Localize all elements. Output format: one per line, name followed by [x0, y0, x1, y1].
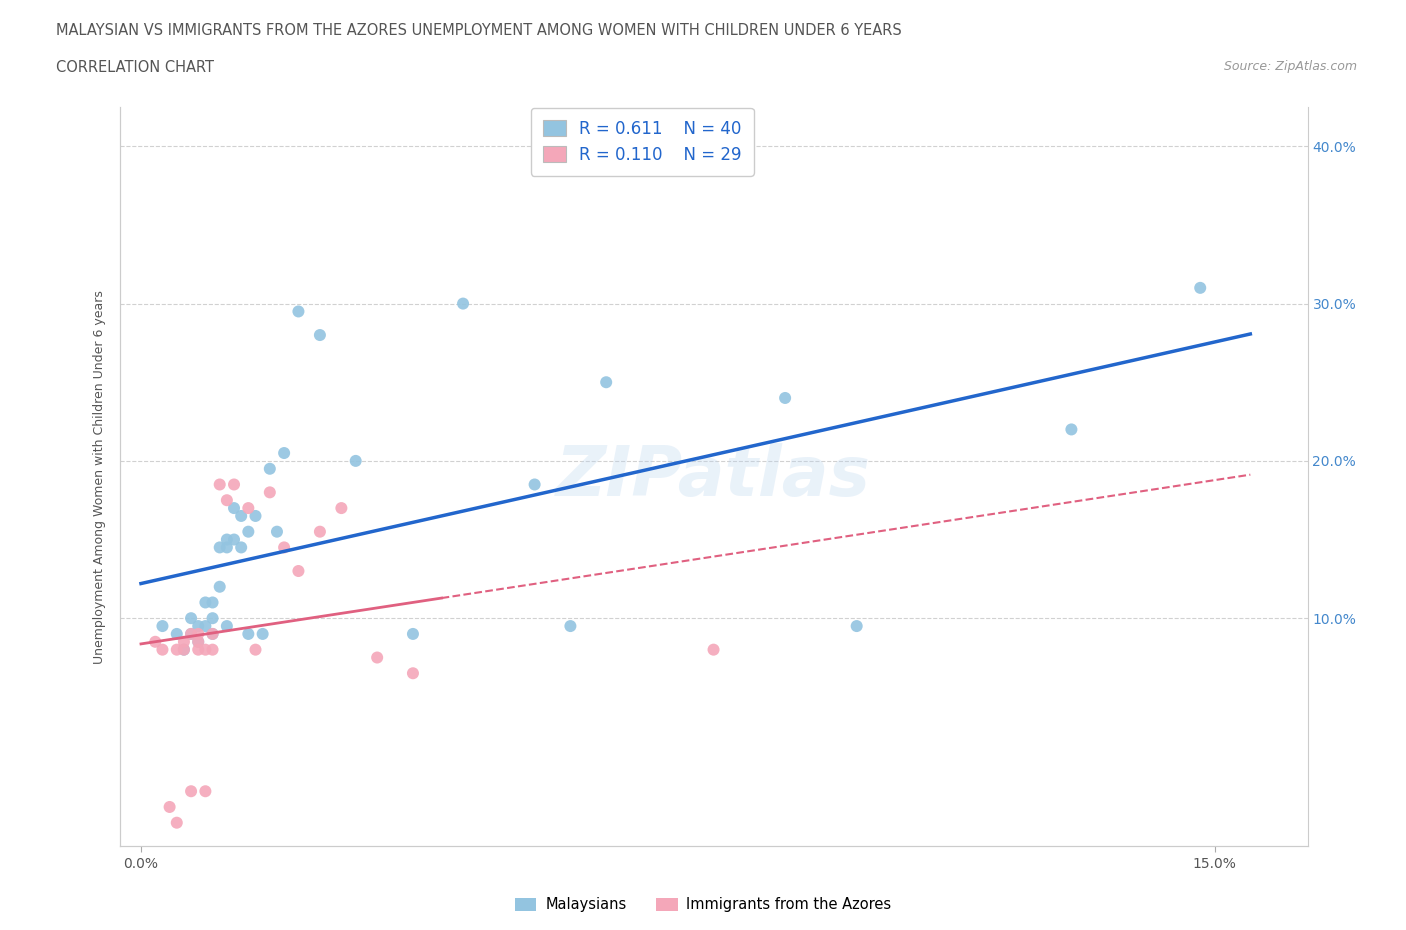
- Point: [173, 643, 195, 658]
- Point: [180, 784, 202, 799]
- Point: [366, 650, 388, 665]
- Text: MALAYSIAN VS IMMIGRANTS FROM THE AZORES UNEMPLOYMENT AMONG WOMEN WITH CHILDREN U: MALAYSIAN VS IMMIGRANTS FROM THE AZORES …: [56, 23, 903, 38]
- Point: [402, 627, 425, 642]
- Point: [187, 618, 209, 633]
- Point: [231, 540, 253, 555]
- Point: [180, 611, 202, 626]
- Point: [180, 627, 202, 642]
- Point: [344, 454, 367, 469]
- Point: [194, 618, 217, 633]
- Point: [187, 627, 209, 642]
- Point: [222, 500, 245, 515]
- Point: [194, 595, 217, 610]
- Point: [259, 461, 281, 476]
- Point: [309, 327, 332, 342]
- Point: [208, 477, 231, 492]
- Point: [166, 643, 188, 658]
- Point: [215, 618, 238, 633]
- Point: [451, 296, 474, 311]
- Point: [143, 634, 166, 649]
- Point: [259, 485, 281, 499]
- Point: [287, 564, 309, 578]
- Point: [194, 784, 217, 799]
- Point: [215, 540, 238, 555]
- Point: [173, 643, 195, 658]
- Point: [201, 611, 224, 626]
- Point: [238, 500, 260, 515]
- Point: [215, 532, 238, 547]
- Point: [194, 643, 217, 658]
- Point: [1060, 422, 1083, 437]
- Point: [702, 643, 725, 658]
- Point: [238, 627, 260, 642]
- Point: [330, 500, 353, 515]
- Point: [231, 509, 253, 524]
- Point: [201, 643, 224, 658]
- Point: [187, 634, 209, 649]
- Point: [201, 595, 224, 610]
- Point: [287, 304, 309, 319]
- Point: [208, 540, 231, 555]
- Point: [252, 627, 274, 642]
- Point: [152, 643, 174, 658]
- Point: [208, 579, 231, 594]
- Point: [402, 666, 425, 681]
- Text: CORRELATION CHART: CORRELATION CHART: [56, 60, 214, 75]
- Point: [222, 477, 245, 492]
- Point: [845, 618, 868, 633]
- Point: [595, 375, 617, 390]
- Point: [560, 618, 582, 633]
- Point: [773, 391, 796, 405]
- Legend: R = 0.611    N = 40, R = 0.110    N = 29: R = 0.611 N = 40, R = 0.110 N = 29: [531, 108, 754, 176]
- Y-axis label: Unemployment Among Women with Children Under 6 years: Unemployment Among Women with Children U…: [93, 289, 107, 664]
- Point: [273, 540, 295, 555]
- Point: [215, 493, 238, 508]
- Point: [187, 634, 209, 649]
- Text: ZIPatlas: ZIPatlas: [555, 443, 872, 511]
- Point: [180, 627, 202, 642]
- Point: [309, 525, 332, 539]
- Point: [166, 627, 188, 642]
- Point: [245, 643, 267, 658]
- Point: [273, 445, 295, 460]
- Point: [187, 643, 209, 658]
- Point: [238, 525, 260, 539]
- Point: [1189, 281, 1212, 296]
- Point: [201, 627, 224, 642]
- Point: [152, 618, 174, 633]
- Point: [222, 532, 245, 547]
- Point: [166, 816, 188, 830]
- Point: [245, 509, 267, 524]
- Point: [266, 525, 288, 539]
- Point: [201, 627, 224, 642]
- Legend: Malaysians, Immigrants from the Azores: Malaysians, Immigrants from the Azores: [509, 891, 897, 918]
- Point: [159, 800, 181, 815]
- Point: [173, 634, 195, 649]
- Point: [523, 477, 546, 492]
- Text: Source: ZipAtlas.com: Source: ZipAtlas.com: [1223, 60, 1357, 73]
